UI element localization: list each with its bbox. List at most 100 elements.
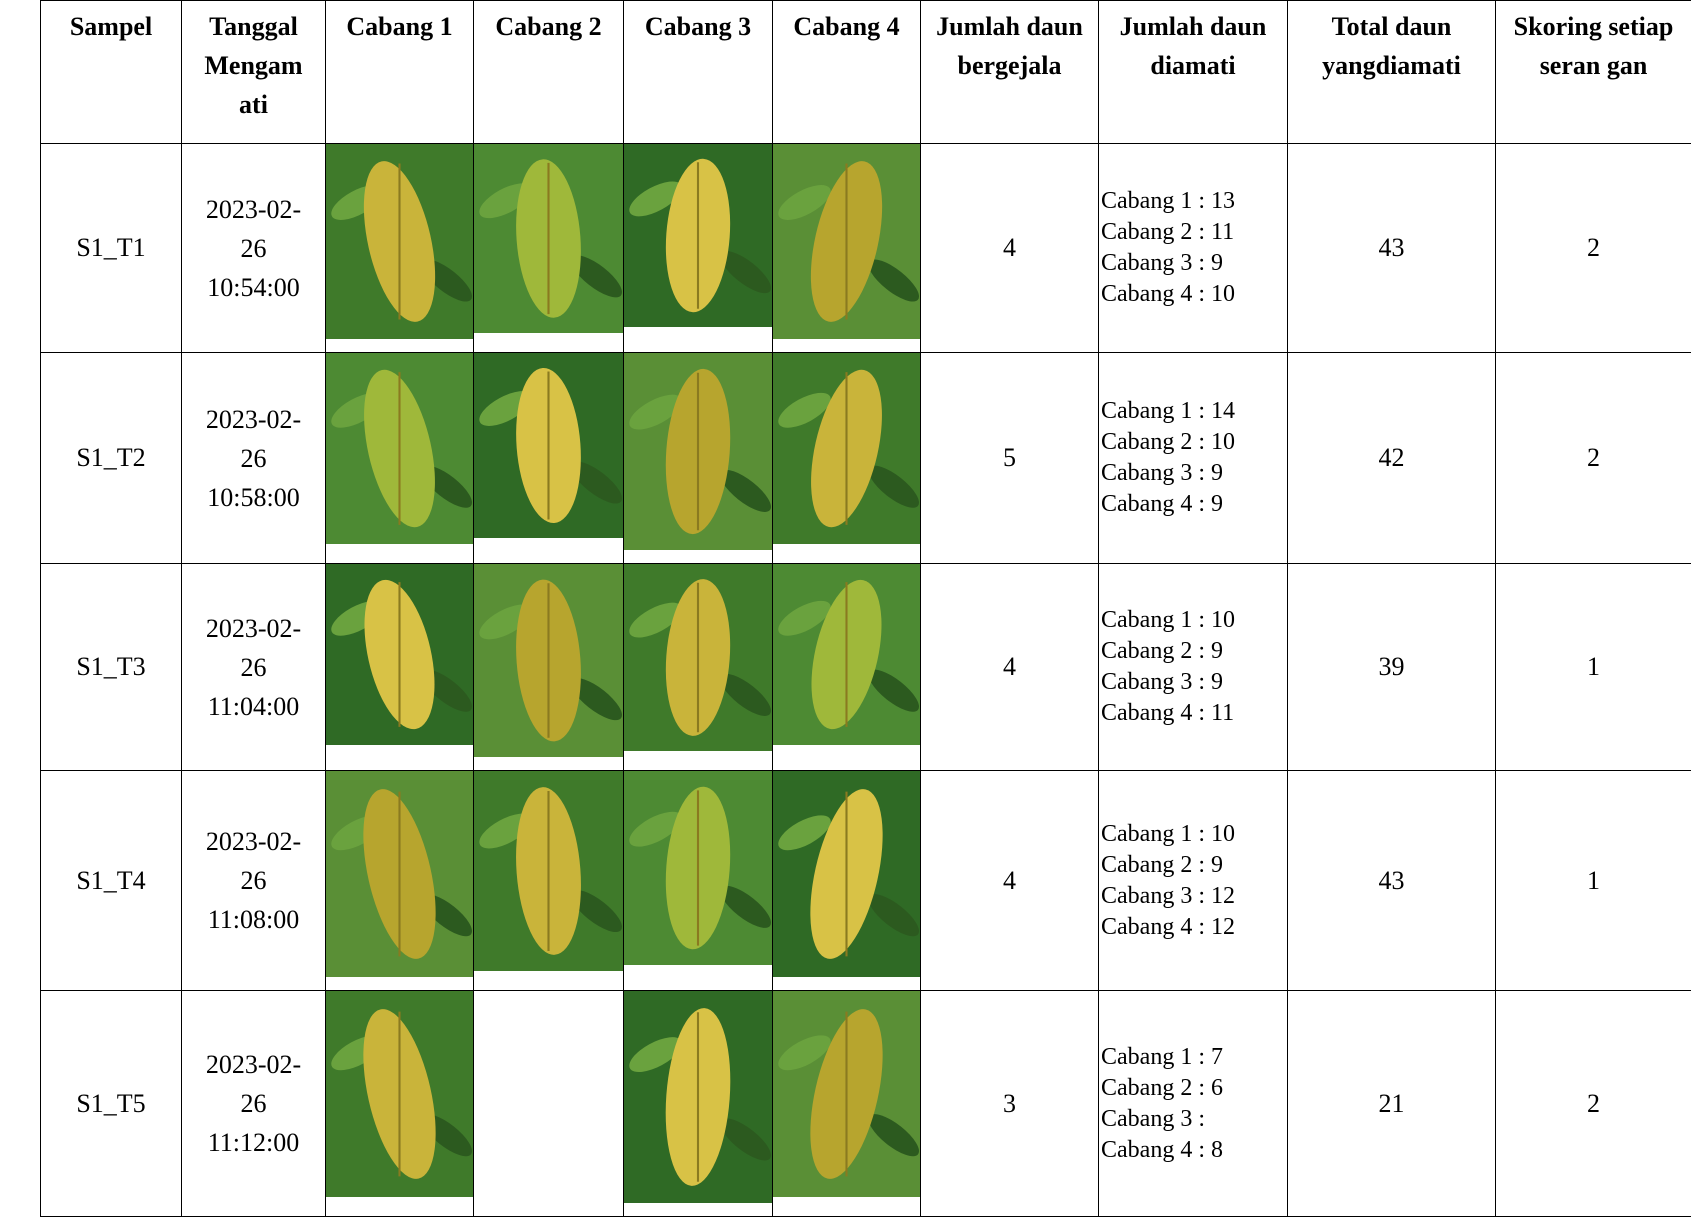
leaf-photo [326, 144, 473, 339]
observed-line: Cabang 3 : 9 [1101, 458, 1287, 489]
observed-line: Cabang 3 : 12 [1101, 881, 1287, 912]
total-cell: 43 [1288, 144, 1496, 353]
photo-cell [773, 353, 921, 564]
leaf-photo [474, 564, 623, 757]
total-cell: 42 [1288, 353, 1496, 564]
photo-cell [624, 353, 773, 564]
observed-line: Cabang 2 : 9 [1101, 850, 1287, 881]
observed-line: Cabang 4 : 12 [1101, 912, 1287, 943]
total-cell: 43 [1288, 771, 1496, 991]
header-cell: Jumlah daun diamati [1099, 1, 1288, 144]
leaf-photo [326, 991, 473, 1197]
leaf-photo [624, 353, 772, 550]
observed-line: Cabang 4 : 8 [1101, 1135, 1287, 1166]
symptom-count-cell: 3 [921, 991, 1099, 1217]
leaf-photo [773, 991, 920, 1197]
symptom-count-cell: 4 [921, 564, 1099, 771]
leaf-photo [624, 564, 772, 751]
photo-cell [624, 991, 773, 1217]
date-cell: 2023-02-26 11:04:00 [182, 564, 326, 771]
photo-cell [474, 564, 624, 771]
header-cell: Cabang 3 [624, 1, 773, 144]
photo-cell [474, 144, 624, 353]
photo-cell [773, 564, 921, 771]
photo-cell [773, 991, 921, 1217]
observed-line: Cabang 2 : 10 [1101, 427, 1287, 458]
leaf-photo [326, 564, 473, 745]
photo-cell [326, 991, 474, 1217]
score-cell: 1 [1496, 771, 1691, 991]
sample-cell: S1_T3 [41, 564, 182, 771]
photo-cell [326, 353, 474, 564]
leaf-photo [474, 353, 623, 538]
date-cell: 2023-02-26 10:58:00 [182, 353, 326, 564]
header-cell: Sampel [41, 1, 182, 144]
total-cell: 39 [1288, 564, 1496, 771]
leaf-photo [326, 771, 473, 977]
photo-cell [326, 144, 474, 353]
leaf-photo [474, 144, 623, 333]
sample-cell: S1_T4 [41, 771, 182, 991]
header-cell: Skoring setiap seran gan [1496, 1, 1691, 144]
leaf-photo [326, 353, 473, 544]
photo-cell [474, 991, 624, 1217]
photo-cell [624, 771, 773, 991]
leaf-photo [773, 144, 920, 339]
sample-cell: S1_T2 [41, 353, 182, 564]
observed-line: Cabang 3 : 9 [1101, 667, 1287, 698]
observed-line: Cabang 1 : 10 [1101, 819, 1287, 850]
score-cell: 2 [1496, 353, 1691, 564]
sample-cell: S1_T1 [41, 144, 182, 353]
photo-cell [773, 771, 921, 991]
header-cell: Tanggal Mengam ati [182, 1, 326, 144]
observed-line: Cabang 4 : 11 [1101, 698, 1287, 729]
leaf-photo [773, 564, 920, 745]
observed-line: Cabang 4 : 9 [1101, 489, 1287, 520]
symptom-count-cell: 4 [921, 771, 1099, 991]
header-cell: Total daun yangdiamati [1288, 1, 1496, 144]
date-cell: 2023-02-26 10:54:00 [182, 144, 326, 353]
symptom-count-cell: 4 [921, 144, 1099, 353]
header-cell: Cabang 4 [773, 1, 921, 144]
observed-line: Cabang 2 : 9 [1101, 636, 1287, 667]
sample-cell: S1_T5 [41, 991, 182, 1217]
score-cell: 2 [1496, 144, 1691, 353]
photo-cell [326, 564, 474, 771]
observed-line: Cabang 1 : 10 [1101, 605, 1287, 636]
leaf-photo [624, 991, 772, 1203]
photo-cell [773, 144, 921, 353]
photo-cell [326, 771, 474, 991]
observed-line: Cabang 2 : 6 [1101, 1073, 1287, 1104]
observed-line: Cabang 3 : [1101, 1104, 1287, 1135]
header-cell: Cabang 1 [326, 1, 474, 144]
observed-line: Cabang 2 : 11 [1101, 217, 1287, 248]
photo-cell [624, 144, 773, 353]
observed-line: Cabang 1 : 13 [1101, 186, 1287, 217]
photo-cell [624, 564, 773, 771]
date-cell: 2023-02-26 11:12:00 [182, 991, 326, 1217]
total-cell: 21 [1288, 991, 1496, 1217]
observed-line: Cabang 3 : 9 [1101, 248, 1287, 279]
symptom-count-cell: 5 [921, 353, 1099, 564]
leaf-photo [624, 771, 772, 965]
leaf-photo [474, 771, 623, 971]
observed-line: Cabang 1 : 7 [1101, 1042, 1287, 1073]
date-cell: 2023-02-26 11:08:00 [182, 771, 326, 991]
leaf-photo [773, 771, 920, 977]
photo-cell [474, 353, 624, 564]
leaf-photo [624, 144, 772, 327]
